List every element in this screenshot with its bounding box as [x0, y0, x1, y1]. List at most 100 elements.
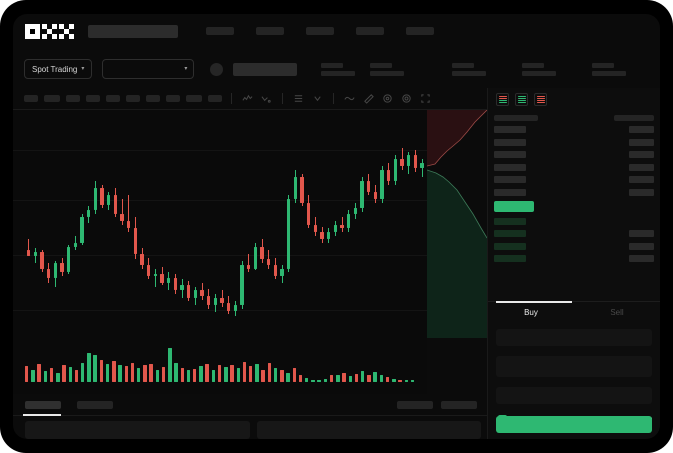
crosshair-icon[interactable] [241, 92, 254, 105]
orderbook-row-bid[interactable] [494, 217, 654, 225]
orderbook-mode-bids[interactable] [515, 93, 528, 106]
ruler-icon[interactable] [362, 92, 375, 105]
timeframe-button[interactable] [186, 95, 202, 102]
orderbook-price [494, 217, 526, 225]
orderbook-row-price[interactable] [494, 201, 654, 212]
order-book[interactable] [488, 111, 660, 299]
tab-buy[interactable]: Buy [524, 308, 538, 317]
orderbook-row-bid[interactable] [494, 242, 654, 250]
volume-bar [255, 363, 259, 382]
volume-bar [217, 364, 222, 382]
depth-svg [427, 110, 487, 338]
trading-pair-select[interactable]: ▾ [102, 59, 195, 79]
orderbook-mode-both[interactable] [496, 93, 509, 106]
volume-bar [410, 380, 415, 382]
timeframe-button[interactable] [146, 95, 160, 102]
tab-order-history[interactable] [77, 400, 113, 409]
orderbook-amount [629, 188, 654, 196]
orderbook-row-bid[interactable] [494, 230, 654, 237]
app-screen: Spot Trading ▾ ▾ [13, 14, 660, 439]
timeframe-button[interactable] [166, 95, 180, 102]
trendline-icon[interactable] [260, 92, 273, 105]
candlestick-chart[interactable] [13, 110, 427, 394]
candle [140, 110, 144, 338]
candle [393, 110, 398, 338]
fib-retracement-icon[interactable] [292, 92, 305, 105]
shapes-icon[interactable] [311, 92, 324, 105]
orderbook-row-bid[interactable] [494, 255, 654, 262]
volume-bar [193, 368, 197, 382]
orderbook-header [494, 115, 654, 121]
submit-buy-button[interactable] [496, 416, 652, 433]
order-total-input[interactable] [496, 387, 652, 404]
volume-bar [155, 369, 160, 382]
orders-action-button[interactable] [397, 400, 433, 409]
search-input[interactable] [88, 24, 178, 38]
magnet-icon[interactable] [381, 92, 394, 105]
fullscreen-icon[interactable] [419, 92, 432, 105]
orderbook-row-ask[interactable] [494, 151, 654, 158]
volume-bar [124, 366, 128, 382]
orderbook-price [494, 230, 526, 237]
nav-item-1[interactable] [206, 27, 234, 35]
candle [300, 110, 304, 338]
candle [333, 110, 338, 338]
order-price-input[interactable] [496, 329, 652, 346]
orderbook-row-ask[interactable] [494, 163, 654, 171]
bottom-panel-right[interactable] [256, 421, 481, 439]
orderbook-row-ask[interactable] [494, 188, 654, 196]
volume-bar [68, 367, 72, 382]
candle [27, 110, 31, 338]
eye-icon[interactable] [400, 92, 413, 105]
logo-k-icon [42, 23, 57, 39]
orderbook-amount [629, 163, 654, 171]
okx-logo[interactable] [25, 23, 74, 39]
timeframe-button[interactable] [106, 95, 120, 102]
orderbook-mode-asks[interactable] [534, 93, 547, 106]
trading-mode-dropdown[interactable]: Spot Trading ▾ [24, 59, 93, 79]
candle [267, 110, 271, 338]
timeframe-button[interactable] [24, 95, 38, 102]
candle [380, 110, 384, 338]
depth-bid-line [427, 169, 487, 239]
volume-bar [286, 372, 290, 382]
candle [413, 110, 418, 338]
orders-action-button[interactable] [441, 400, 477, 409]
trade-side-panel: Buy Sell [487, 88, 660, 439]
orderbook-row-ask[interactable] [494, 126, 654, 133]
candle [147, 110, 151, 338]
candle [60, 110, 64, 338]
tab-sell[interactable]: Sell [610, 308, 624, 317]
timeframe-button[interactable] [66, 95, 80, 102]
candle [173, 110, 178, 338]
timeframe-button[interactable] [126, 95, 140, 102]
orderbook-amount [629, 218, 654, 225]
orderbook-row-ask[interactable] [494, 176, 654, 183]
timeframe-button[interactable] [208, 95, 222, 102]
timeframe-button[interactable] [86, 95, 100, 102]
nav-item-2[interactable] [256, 27, 284, 35]
volume-bar [49, 367, 54, 382]
wave-icon[interactable] [343, 92, 356, 105]
order-amount-input[interactable] [496, 356, 652, 377]
timeframe-buttons [24, 95, 222, 102]
timeframe-button[interactable] [44, 95, 60, 102]
nav-item-4[interactable] [356, 27, 384, 35]
volume-bar [143, 365, 147, 382]
candle [120, 110, 124, 338]
orderbook-amount [629, 255, 654, 262]
tab-open-orders[interactable] [23, 400, 61, 416]
volume-bar [31, 369, 35, 382]
candle [240, 110, 244, 338]
candle [93, 110, 98, 338]
coin-avatar [210, 62, 224, 76]
bottom-panel-left[interactable] [25, 421, 250, 439]
orderbook-row-ask[interactable] [494, 138, 654, 146]
depth-ask-line [427, 110, 487, 167]
candle [153, 110, 158, 338]
candle [340, 110, 344, 338]
candle [327, 110, 331, 338]
nav-item-5[interactable] [406, 27, 434, 35]
volume-bar [180, 367, 184, 382]
nav-item-3[interactable] [306, 27, 334, 35]
